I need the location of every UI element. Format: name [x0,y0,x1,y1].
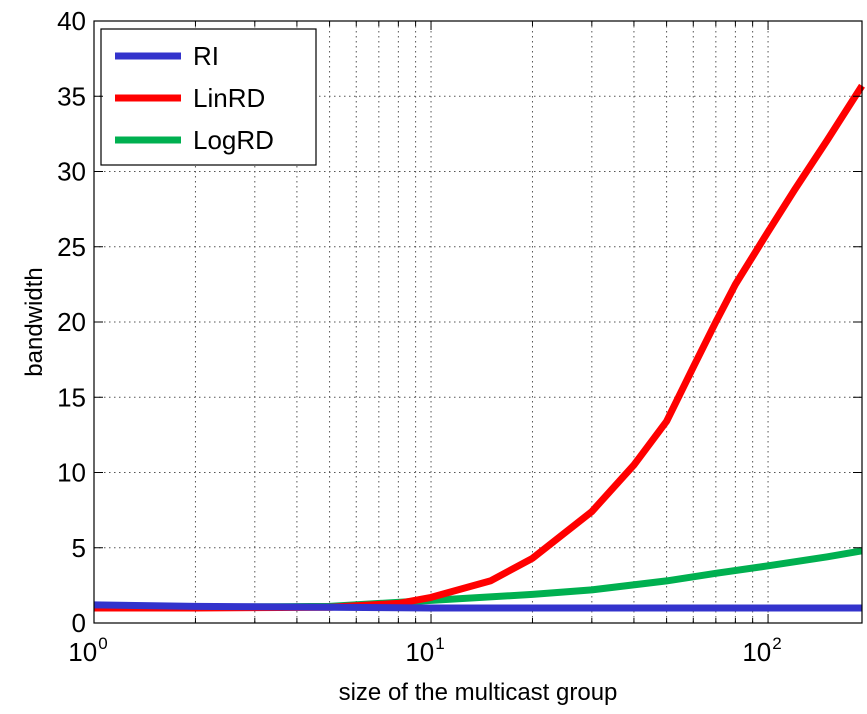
legend-label-logrd: LogRD [193,125,274,155]
y-tick-label: 10 [57,458,86,488]
y-tick-label: 20 [57,307,86,337]
y-tick-label: 40 [57,6,86,36]
legend-label-linrd: LinRD [193,83,265,113]
series-lines [93,83,865,612]
y-tick-label: 25 [57,232,86,262]
series-line-ri [93,601,862,612]
y-tick-label: 5 [72,533,86,563]
legend-label-ri: RI [193,41,219,71]
x-tick-label: 102 [742,634,781,667]
x-tick-label: 100 [68,634,107,667]
legend: RI LinRD LogRD [100,28,317,166]
y-tick-label: 15 [57,382,86,412]
axis-ticks [94,20,862,624]
x-axis-label: size of the multicast group [339,679,618,706]
y-tick-label: 35 [57,81,86,111]
x-tick-label: 101 [405,634,444,667]
y-axis-label: bandwidth [21,267,48,376]
tick-labels: 0 5 10 15 20 25 30 35 40 100 101 102 [57,6,782,667]
y-tick-label: 30 [57,157,86,187]
y-tick-label: 0 [72,608,86,638]
